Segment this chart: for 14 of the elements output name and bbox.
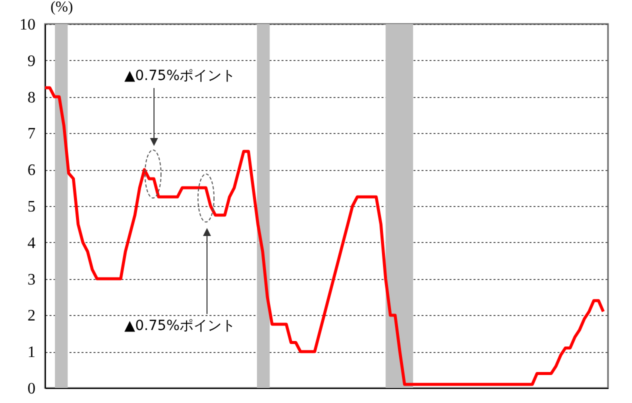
y-tick-label: 6: [28, 162, 36, 180]
y-tick-label: 10: [20, 16, 36, 34]
y-tick-label: 1: [28, 344, 36, 362]
y-axis-title: (%): [50, 0, 73, 16]
y-tick-label: 0: [28, 380, 36, 398]
y-tick-label: 9: [28, 52, 36, 70]
y-tick-label: 4: [28, 234, 36, 252]
annotation: ▲0.75%ポイント: [124, 68, 236, 84]
y-tick-label: 7: [28, 126, 36, 143]
y-tick-label: 8: [28, 89, 36, 106]
y-tick-label: 3: [28, 271, 36, 288]
annotation: ▲0.75%ポイント: [124, 318, 236, 334]
y-tick-label: 2: [28, 308, 36, 325]
y-tick-label: 5: [28, 198, 36, 216]
